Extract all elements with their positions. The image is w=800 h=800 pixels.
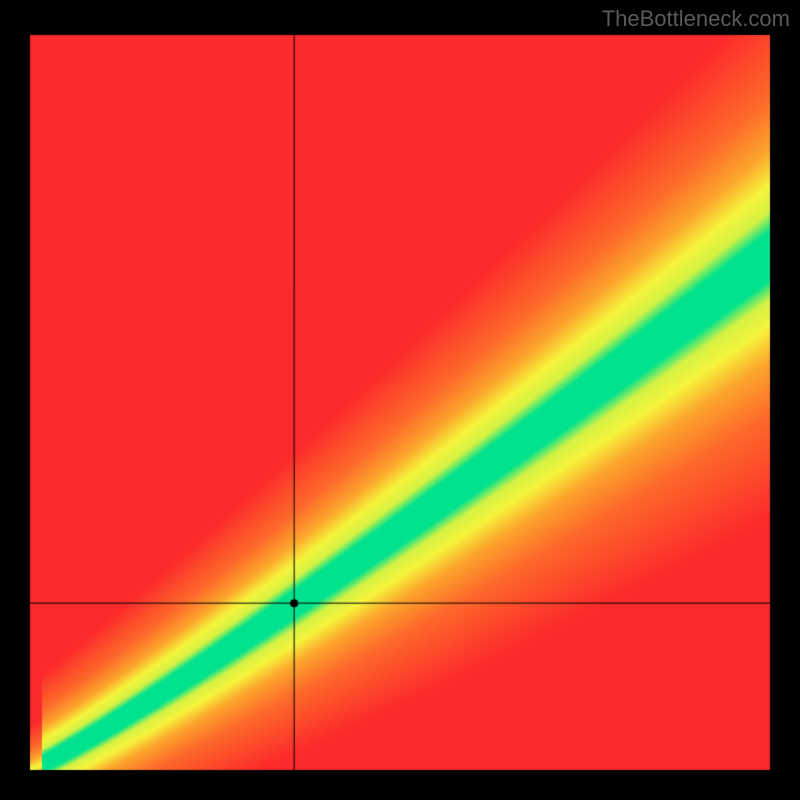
chart-container: TheBottleneck.com [0,0,800,800]
watermark-text: TheBottleneck.com [602,6,790,32]
bottleneck-heatmap [0,0,800,800]
